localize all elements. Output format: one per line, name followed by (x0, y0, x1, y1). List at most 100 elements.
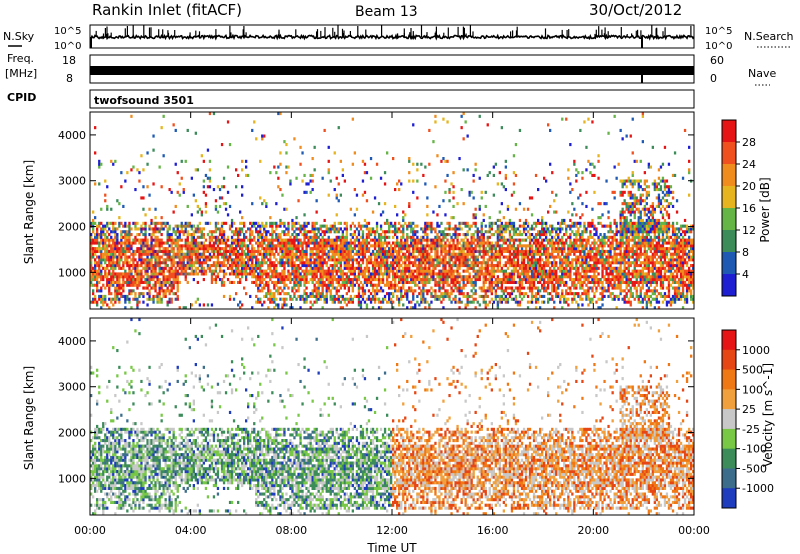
heatmap-cell (315, 235, 318, 239)
heatmap-cell (110, 159, 113, 163)
heatmap-cell (327, 235, 330, 239)
heatmap-cell (351, 264, 354, 268)
heatmap-cell (305, 278, 308, 282)
heatmap-cell (94, 269, 97, 273)
heatmap-cell (448, 252, 451, 256)
heatmap-cell (394, 188, 397, 192)
heatmap-cell (365, 266, 369, 270)
heatmap-cell (214, 230, 218, 234)
heatmap-cell (462, 275, 465, 279)
heatmap-cell (488, 283, 491, 287)
heatmap-cell (311, 224, 314, 228)
heatmap-cell (512, 269, 516, 273)
heatmap-cell (543, 289, 546, 293)
heatmap-cell (464, 120, 467, 124)
heatmap-cell (222, 238, 226, 242)
heatmap-cell (432, 247, 435, 251)
heatmap-cell (136, 168, 139, 172)
heatmap-cell (128, 230, 131, 234)
heatmap-cell (508, 224, 512, 228)
heatmap-cell (396, 235, 399, 239)
heatmap-cell (172, 261, 175, 265)
heatmap-cell (144, 280, 147, 284)
heatmap-cell (442, 294, 445, 298)
heatmap-cell (241, 258, 244, 262)
heatmap-cell (363, 289, 367, 293)
heatmap-cell (279, 221, 282, 225)
heatmap-cell (299, 224, 302, 228)
heatmap-cell (158, 261, 161, 265)
heatmap-cell (339, 266, 342, 270)
heatmap-cell (265, 294, 268, 298)
heatmap-cell (375, 292, 379, 296)
heatmap-cell (184, 244, 187, 248)
heatmap-cell (464, 303, 467, 307)
heatmap-cell (446, 173, 449, 177)
heatmap-cell (522, 266, 526, 270)
heatmap-cell (124, 258, 127, 262)
nsky-label: N.Sky (3, 30, 35, 43)
heatmap-cell (267, 258, 270, 262)
heatmap-cell (341, 173, 344, 177)
heatmap-cell (373, 261, 377, 265)
heatmap-cell (152, 286, 155, 290)
heatmap-cell (440, 233, 443, 237)
heatmap-cell (534, 241, 538, 245)
heatmap-cell (94, 264, 97, 268)
heatmap-cell (261, 233, 264, 237)
heatmap-cell (458, 247, 461, 251)
heatmap-cell (442, 244, 445, 248)
heatmap-cell (220, 261, 224, 265)
heatmap-cell (112, 258, 115, 262)
heatmap-cell (478, 235, 481, 239)
heatmap-cell (545, 247, 548, 251)
heatmap-cell (502, 235, 505, 239)
heatmap-cell (293, 275, 296, 279)
heatmap-cell (486, 272, 489, 276)
heatmap-cell (200, 252, 203, 256)
heatmap-cell (287, 272, 290, 276)
heatmap-cell (204, 244, 208, 248)
heatmap-cell (291, 249, 294, 253)
heatmap-cell (287, 241, 290, 245)
heatmap-cell (170, 235, 173, 239)
heatmap-cell (224, 258, 228, 262)
heatmap-cell (142, 196, 145, 200)
heatmap-cell (176, 244, 179, 248)
heatmap-cell (212, 264, 216, 268)
heatmap-cell (170, 244, 173, 248)
heatmap-cell (194, 199, 197, 203)
heatmap-cell (526, 258, 530, 262)
heatmap-cell (96, 224, 99, 228)
heatmap-cell (351, 300, 354, 304)
heatmap-cell (313, 289, 316, 293)
heatmap-cell (313, 227, 316, 231)
heatmap-cell (170, 190, 173, 194)
heatmap-cell (367, 258, 371, 262)
heatmap-cell (114, 300, 117, 304)
heatmap-cell (420, 255, 423, 259)
heatmap-cell (148, 275, 151, 279)
heatmap-cell (343, 249, 346, 253)
heatmap-cell (522, 278, 526, 282)
heatmap-cell (196, 244, 199, 248)
heatmap-cell (104, 255, 107, 259)
heatmap-cell (410, 235, 413, 239)
heatmap-cell (394, 204, 397, 208)
heatmap-cell (98, 221, 101, 225)
heatmap-cell (118, 278, 121, 282)
heatmap-cell (92, 221, 95, 225)
heatmap-cell (257, 244, 260, 248)
heatmap-cell (146, 292, 149, 296)
nsky-tick-bottom: 10^0 (54, 41, 81, 52)
heatmap-cell (198, 235, 201, 239)
heatmap-cell (325, 272, 328, 276)
heatmap-cell (543, 238, 546, 242)
heatmap-cell (432, 269, 435, 273)
heatmap-cell (106, 280, 109, 284)
heatmap-cell (309, 266, 312, 270)
heatmap-cell (408, 224, 411, 228)
heatmap-cell (291, 269, 294, 273)
heatmap-cell (241, 238, 244, 242)
heatmap-cell (170, 241, 173, 245)
